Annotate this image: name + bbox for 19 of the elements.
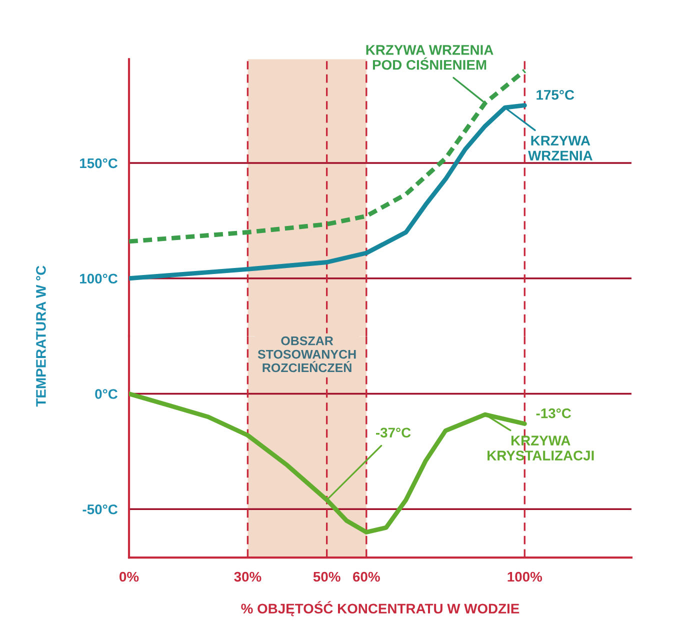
y-tick-label: 100°C xyxy=(80,274,118,284)
x-tick-label: 50% xyxy=(313,572,340,582)
series-label: KRZYWA WRZENIA POD CIŚNIENIEM xyxy=(366,45,494,70)
x-tick-label: 30% xyxy=(234,572,262,582)
x-tick-label: 0% xyxy=(120,572,139,582)
x-axis-title: % OBJĘTOŚĆ KONCENTRATU W WODZIE xyxy=(241,601,520,616)
legend-label: KRZYWA WRZENIA xyxy=(528,136,592,160)
line-series xyxy=(129,68,527,244)
y-tick-label: -50°C xyxy=(82,504,118,514)
x-tick-label: 100% xyxy=(508,572,542,582)
data-label: 175°C xyxy=(536,90,574,100)
y-tick-label: 150°C xyxy=(80,158,118,168)
legend-label: KRZYWA KRYSTALIZACJI xyxy=(488,436,594,460)
y-axis-title: TEMPERATURA W °C xyxy=(36,266,46,407)
band-label: OBSZAR STOSOWANYCH ROZCIEŃCZEŃ xyxy=(258,336,356,372)
x-tick-label: 60% xyxy=(353,572,380,582)
annotation: -37°C xyxy=(376,428,411,438)
data-label: -13°C xyxy=(536,408,572,418)
y-tick-label: 0°C xyxy=(95,389,118,399)
